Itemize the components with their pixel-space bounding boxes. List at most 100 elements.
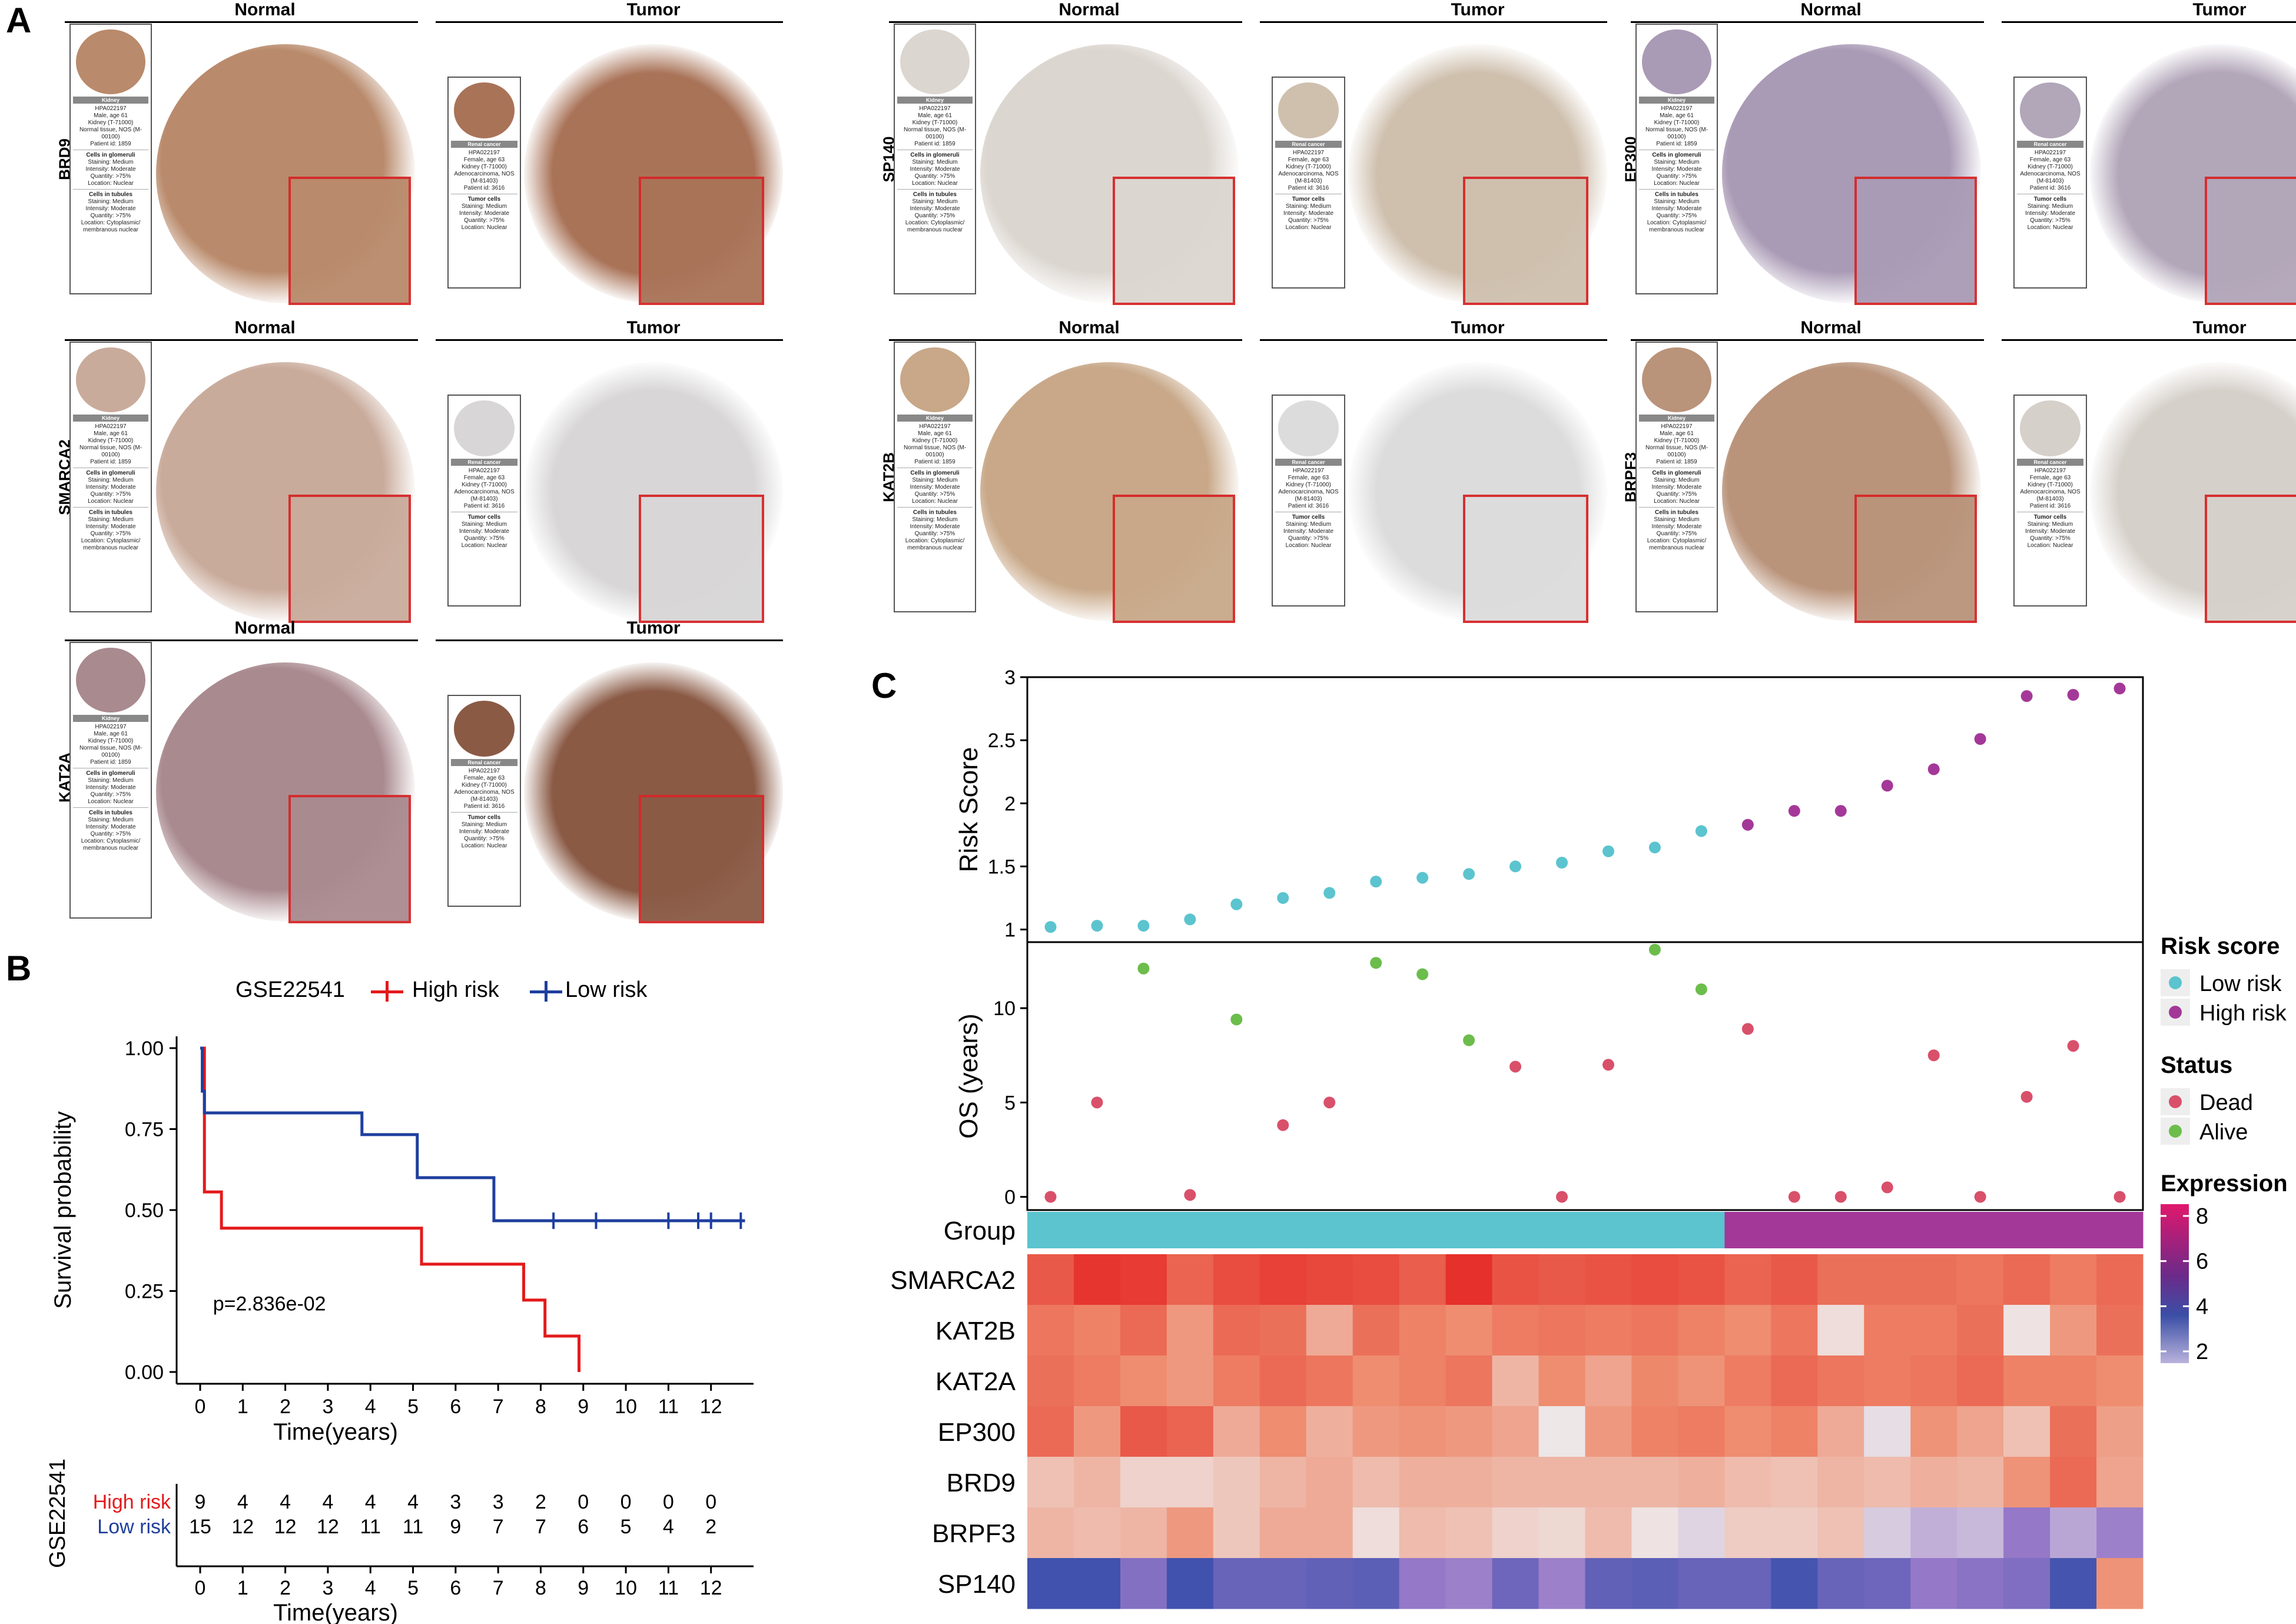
risk-score-point — [1602, 845, 1614, 857]
kidney-tub-line: Intensity: Moderate — [1651, 523, 1702, 530]
kidney-info-card: Kidney HPA022197 Male, age 61 Kidney (T-710… — [894, 24, 976, 294]
heatmap-cell — [1724, 1457, 1771, 1508]
legend-low-label: Low risk — [2199, 972, 2282, 996]
risk-score-point — [1695, 825, 1707, 837]
kidney-glom-line: Location: Nuclear — [1654, 498, 1700, 505]
heatmap-cell — [1445, 1457, 1493, 1508]
kidney-glom-line: Staining: Medium — [912, 159, 958, 165]
ihc-normal-rule — [65, 339, 418, 341]
heatmap-cell — [1957, 1558, 2004, 1609]
kidney-glom-line: Intensity: Moderate — [910, 166, 960, 173]
kidney-card-line: Patient id: 1859 — [90, 459, 131, 465]
kidney-tub-line: Location: Cytoplasmic/ membranous nuclea… — [1647, 538, 1707, 551]
cancer-tumor-line: Quantity: >75% — [464, 836, 505, 842]
cancer-card-line: Kidney (T-71000) — [1286, 164, 1331, 170]
legend-alive-label: Alive — [2199, 1120, 2248, 1145]
cancer-tumor-line: Intensity: Moderate — [459, 828, 510, 835]
kidney-glom-line: Intensity: Moderate — [85, 784, 136, 791]
heatmap-cell — [1027, 1355, 1074, 1407]
heatmap-cell — [1306, 1457, 1353, 1508]
kidney-card-line: Normal tissue, NOS (M-00100) — [1645, 127, 1708, 140]
colorbar-tick-label: 4 — [2196, 1294, 2208, 1319]
kidney-tub-header: Cells in tubules — [1655, 191, 1698, 198]
cancer-tumor-line: Staining: Medium — [461, 521, 507, 528]
group-label: Group — [944, 1217, 1016, 1245]
risk-table-xlabel: Time(years) — [273, 1600, 398, 1624]
kidney-glom-line: Quantity: >75% — [1656, 491, 1697, 498]
cancer-card-line: Adenocarcinoma, NOS (M-81403) — [1278, 171, 1339, 184]
kidney-tub-line: Intensity: Moderate — [85, 523, 136, 530]
os-point — [1509, 1060, 1522, 1073]
heatmap-cell — [1352, 1355, 1400, 1407]
km-xtick-label: 9 — [578, 1396, 589, 1418]
risk-table-high-label: High risk — [93, 1491, 171, 1513]
km-xtick-label: 5 — [407, 1396, 419, 1418]
heatmap-cell — [1120, 1457, 1167, 1508]
heatmap-cell — [1492, 1457, 1539, 1508]
heatmap-cell — [1771, 1507, 1818, 1559]
normal-zoom-inset — [1113, 177, 1235, 305]
heatmap-cell — [1817, 1254, 1864, 1305]
kidney-glom-line: Intensity: Moderate — [85, 484, 136, 490]
heatmap-cell — [1166, 1254, 1214, 1305]
kidney-glom-line: Quantity: >75% — [914, 173, 955, 180]
kidney-tub-header: Cells in tubules — [1655, 509, 1698, 516]
tumor-zoom-inset — [639, 795, 764, 923]
kidney-tub-line: Intensity: Moderate — [85, 824, 136, 830]
heatmap-row-label: EP300 — [938, 1418, 1016, 1447]
cancer-tumor-line: Staining: Medium — [1285, 203, 1332, 210]
os-point — [1323, 1096, 1336, 1109]
kidney-card-line: Normal tissue, NOS (M-00100) — [79, 445, 142, 458]
kidney-card-line: Male, age 61 — [1660, 430, 1694, 437]
heatmap-cell — [1445, 1558, 1493, 1609]
heatmap-cell — [1585, 1355, 1632, 1407]
cancer-tumor-line: Quantity: >75% — [1288, 217, 1329, 224]
kidney-card-line: Normal tissue, NOS (M-00100) — [903, 445, 967, 458]
heatmap-cell — [1678, 1507, 1725, 1559]
cancer-card-line: Kidney (T-71000) — [2028, 482, 2073, 488]
heatmap-cell — [1027, 1558, 1074, 1609]
kidney-tub-line: Intensity: Moderate — [910, 523, 960, 530]
os-point — [1091, 1096, 1103, 1109]
group-cell — [1259, 1212, 1307, 1248]
kidney-card-header: Kidney — [897, 97, 973, 104]
heatmap-cell — [1027, 1457, 1074, 1508]
heatmap-cell — [1352, 1558, 1400, 1609]
kidney-glom-header: Cells in glomeruli — [1652, 470, 1701, 476]
cancer-thumbnail — [2019, 82, 2081, 138]
normal-zoom-inset — [288, 795, 411, 923]
panel-c-chart: 1 1.5 2 2.5 3 Risk Score 0 5 10 OS (years) Group SM… — [890, 667, 2288, 1609]
heatmap-cell — [1678, 1457, 1725, 1508]
heatmap-cell — [1492, 1406, 1539, 1457]
heatmap-cell — [1027, 1305, 1074, 1356]
kidney-glom-line: Intensity: Moderate — [1651, 166, 1702, 173]
cancer-info-card: Renal cancer HPA022197 Female, age 63 Kidne… — [447, 77, 521, 289]
group-cell — [1585, 1212, 1632, 1248]
group-cell — [1213, 1212, 1260, 1248]
risk-table-low-count: 4 — [663, 1516, 674, 1538]
heatmap-cell — [1631, 1355, 1678, 1407]
risk-ytick-label: 2.5 — [988, 730, 1016, 752]
ihc-normal-rule — [889, 21, 1242, 23]
cancer-card-line: Patient id: 3616 — [463, 803, 505, 810]
heatmap-cell — [1957, 1355, 2004, 1407]
risk-table-high-count: 4 — [322, 1491, 333, 1513]
ihc-tumor-title: Tumor — [626, 618, 681, 638]
cancer-tumor-line: Intensity: Moderate — [1283, 210, 1334, 217]
heatmap-cell — [1585, 1254, 1632, 1305]
group-cell — [1864, 1212, 1911, 1248]
ihc-normal-title: Normal — [1059, 0, 1120, 19]
heatmap-cell — [1399, 1558, 1446, 1609]
heatmap-cell — [1213, 1507, 1260, 1559]
heatmap-cell — [1492, 1507, 1539, 1559]
kidney-card-line: Male, age 61 — [1660, 112, 1694, 119]
km-xtick-label: 0 — [195, 1396, 206, 1418]
legend-status-title: Status — [2161, 1052, 2232, 1078]
heatmap-cell — [1073, 1355, 1121, 1407]
cancer-tumor-line: Quantity: >75% — [2030, 535, 2071, 542]
ihc-normal-title: Normal — [234, 0, 296, 19]
os-point — [1788, 1191, 1800, 1203]
kidney-card-header: Kidney — [73, 415, 148, 422]
heatmap-cell — [1771, 1558, 1818, 1609]
heatmap-cell — [1957, 1305, 2004, 1356]
